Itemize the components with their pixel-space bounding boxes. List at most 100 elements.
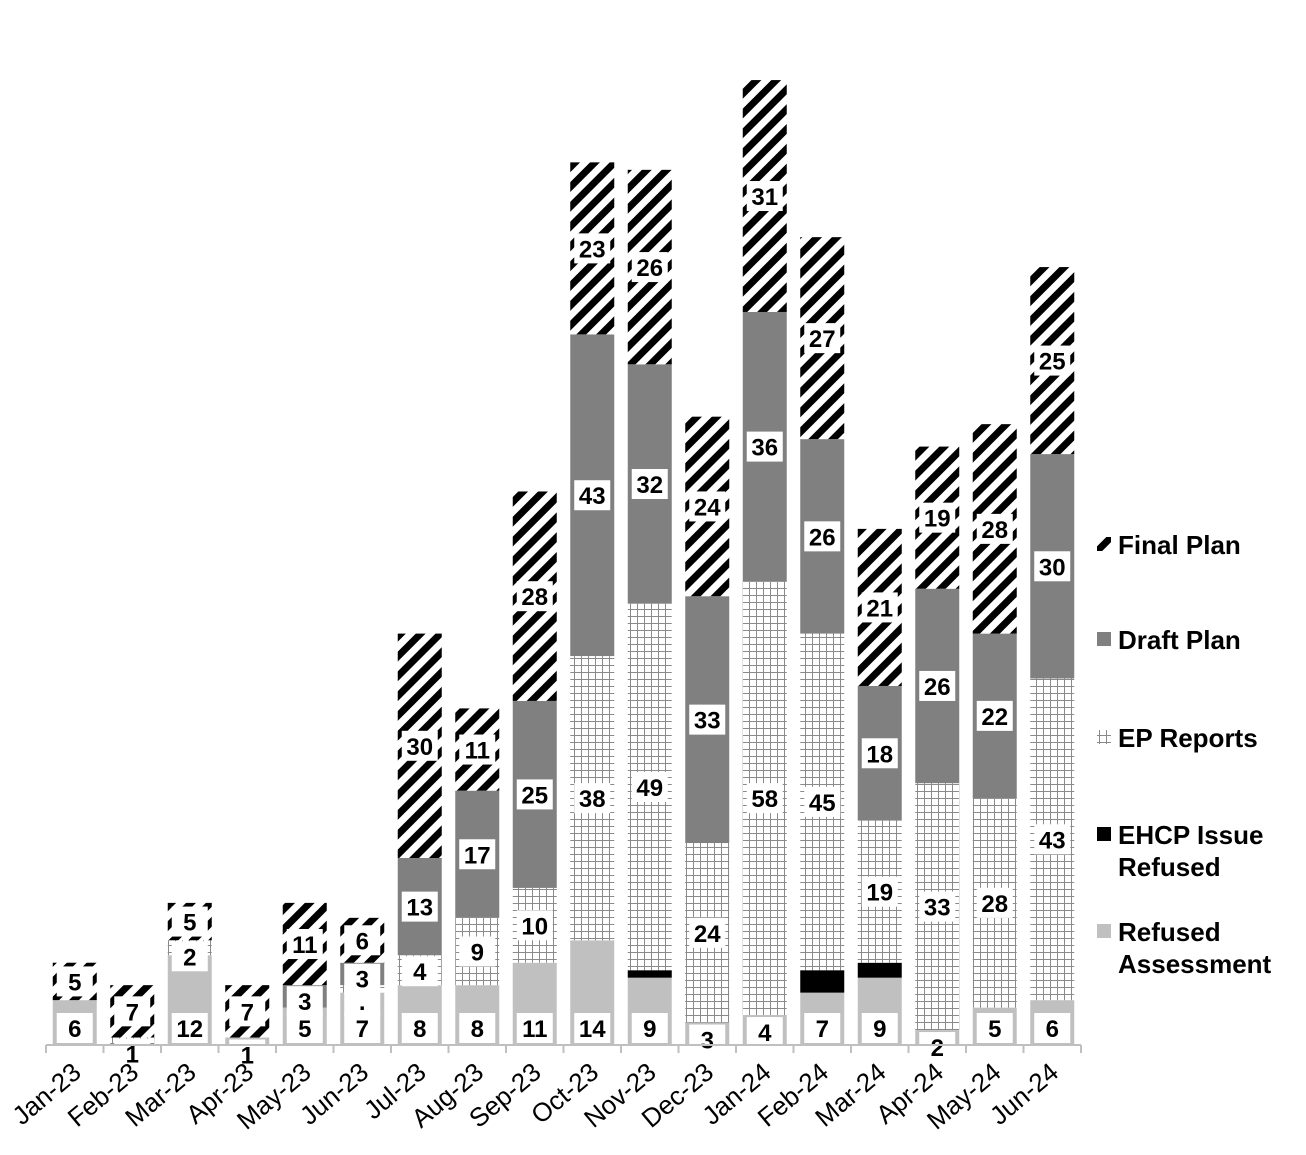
data-label-box (574, 1013, 611, 1043)
data-label-box (171, 1013, 208, 1043)
data-label-box (919, 891, 956, 922)
data-label-box (401, 730, 438, 761)
data-label-final-plan-sep-23: 28 (521, 584, 548, 611)
data-label-refused-assessment-aug-23: 8 (471, 1016, 484, 1043)
data-label-box (401, 1013, 438, 1043)
data-label-box (516, 910, 553, 941)
legend-swatch-ehcp-issue-refused (1097, 827, 1111, 841)
data-label-final-plan-mar-23: 5 (183, 910, 196, 937)
data-label-box (344, 963, 381, 994)
data-label-box (1034, 551, 1071, 582)
data-label-box (459, 734, 496, 765)
data-label-final-plan-aug-23: 11 (465, 738, 490, 765)
data-label-box (861, 592, 898, 623)
data-label-box (919, 1032, 956, 1063)
data-label-box (631, 469, 668, 499)
data-label-refused-assessment-may-23: 5 (298, 1016, 311, 1043)
data-label-draft-plan-oct-23: 43 (579, 483, 606, 510)
data-label-refused-assessment-feb-24: 7 (816, 1016, 829, 1043)
data-label-final-plan-may-24: 28 (981, 517, 1008, 544)
data-label-box (286, 986, 323, 1017)
data-label-box (114, 1038, 151, 1069)
data-label-ep-reports-jun-23: . (359, 989, 366, 1016)
data-label-box (804, 323, 841, 354)
data-label-box (804, 521, 841, 552)
data-label-ep-reports-oct-23: 38 (579, 786, 606, 813)
data-label-draft-plan-mar-24: 18 (866, 741, 893, 768)
data-label-box (114, 996, 151, 1027)
data-label-box (574, 480, 611, 511)
data-label-refused-assessment-mar-23: 12 (176, 1016, 203, 1043)
legend-label-line: Draft Plan (1118, 625, 1241, 655)
data-label-box (574, 783, 611, 814)
data-label-box (689, 1024, 726, 1055)
data-label-final-plan-dec-23: 24 (694, 494, 721, 521)
data-label-box (861, 738, 898, 769)
data-label-box (459, 936, 496, 967)
data-label-draft-plan-dec-23: 33 (694, 708, 721, 735)
data-label-box (631, 771, 668, 802)
data-label-box (516, 1013, 553, 1043)
data-label-box (516, 779, 553, 810)
data-label-box (574, 233, 611, 264)
data-label-final-plan-oct-23: 23 (579, 236, 606, 263)
legend-label-line: Refused (1118, 852, 1221, 882)
data-label-box (804, 1013, 841, 1043)
data-label-box (861, 1013, 898, 1043)
data-label-refused-assessment-oct-23: 14 (579, 1016, 606, 1043)
data-label-box (459, 839, 496, 870)
data-label-refused-assessment-mar-24: 9 (873, 1016, 886, 1043)
bar-ehcp-issue-refused-mar-24 (857, 962, 902, 978)
data-label-box (861, 876, 898, 907)
data-label-final-plan-may-23: 11 (292, 932, 317, 959)
data-label-draft-plan-apr-24: 26 (924, 674, 951, 701)
data-label-box (1034, 1013, 1071, 1043)
data-label-final-plan-mar-24: 21 (866, 595, 893, 622)
data-label-refused-assessment-dec-23: 3 (701, 1028, 714, 1055)
data-label-box (344, 1013, 381, 1043)
data-label-box (171, 941, 208, 972)
data-label-box (56, 966, 93, 997)
data-label-refused-assessment-jan-24: 4 (758, 1020, 772, 1047)
data-label-box (631, 1013, 668, 1043)
data-label-ep-reports-jan-24: 58 (751, 786, 778, 813)
data-label-box (804, 786, 841, 817)
data-label-box (56, 1013, 93, 1043)
data-label-draft-plan-may-24: 22 (981, 704, 1008, 731)
data-label-draft-plan-jul-23: 13 (406, 895, 433, 922)
data-label-box (516, 581, 553, 612)
legend: Final Plan Draft Plan EP Reports EHCP Issue… (1097, 530, 1272, 979)
data-label-box (1034, 824, 1071, 855)
data-label-refused-assessment-nov-23: 9 (643, 1016, 656, 1043)
data-label-box (919, 670, 956, 701)
data-label-refused-assessment-jun-23: 7 (356, 1016, 369, 1043)
data-label-final-plan-nov-23: 26 (636, 255, 663, 282)
bar-ehcp-issue-refused-nov-23 (627, 970, 672, 978)
data-label-refused-assessment-apr-23: 1 (241, 1043, 254, 1070)
data-label-ep-reports-may-24: 28 (981, 891, 1008, 918)
data-label-draft-plan-nov-23: 32 (636, 472, 663, 499)
data-label-final-plan-jun-24: 25 (1039, 349, 1066, 376)
data-label-ep-reports-mar-23: 2 (183, 944, 196, 971)
data-label-ep-reports-jul-23: 4 (413, 959, 427, 986)
data-label-final-plan-jan-24: 31 (751, 184, 778, 211)
data-label-draft-plan-jan-24: 36 (751, 435, 778, 462)
data-label-box (401, 891, 438, 922)
data-label-final-plan-jan-23: 5 (68, 969, 81, 996)
data-label-box (286, 929, 323, 960)
data-label-box (746, 181, 783, 212)
data-label-draft-plan-feb-24: 26 (809, 524, 836, 551)
data-label-final-plan-jul-23: 30 (406, 734, 433, 761)
data-label-refused-assessment-jan-23: 6 (68, 1016, 81, 1043)
data-label-draft-plan-may-23: 3 (298, 989, 311, 1016)
legend-swatch-draft-plan (1097, 632, 1111, 646)
data-label-ep-reports-aug-23: 9 (471, 940, 484, 967)
data-label-box (689, 491, 726, 522)
data-label-ep-reports-jun-24: 43 (1039, 827, 1066, 854)
legend-swatch-final-plan (1097, 537, 1111, 551)
data-label-box (171, 906, 208, 937)
data-label-box (286, 1013, 323, 1043)
data-label-refused-assessment-jul-23: 8 (413, 1016, 426, 1043)
data-label-final-plan-feb-24: 27 (809, 326, 836, 353)
